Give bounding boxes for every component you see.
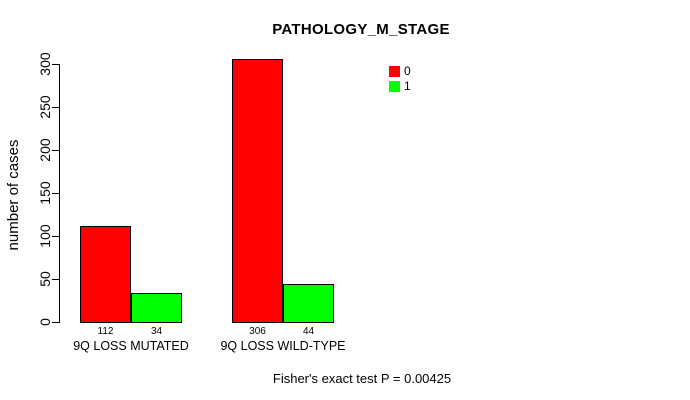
chart-title: PATHOLOGY_M_STAGE <box>272 21 450 38</box>
y-tick-label: 50 <box>37 271 53 287</box>
legend-label: 1 <box>404 78 411 93</box>
y-tick-label: 250 <box>37 95 53 119</box>
legend-swatch <box>389 66 400 77</box>
y-tick <box>52 64 59 65</box>
y-tick <box>52 107 59 108</box>
y-tick-label: 300 <box>37 52 53 76</box>
y-axis-title: number of cases <box>5 139 22 251</box>
y-tick <box>52 279 59 280</box>
bar-value-label: 44 <box>302 326 315 337</box>
legend-item: 1 <box>389 78 411 93</box>
group-label: 9Q LOSS WILD-TYPE <box>220 339 346 353</box>
y-tick-label: 200 <box>37 138 53 162</box>
annotation-text: Fisher's exact test P = 0.00425 <box>272 371 452 386</box>
y-tick <box>52 193 59 194</box>
y-tick <box>52 150 59 151</box>
bar-1-0 <box>131 293 182 323</box>
y-tick <box>52 236 59 237</box>
y-tick-label: 150 <box>37 181 53 205</box>
group-label: 9Q LOSS MUTATED <box>73 339 189 353</box>
y-tick-label: 0 <box>37 318 53 326</box>
y-tick <box>52 322 59 323</box>
y-tick-label: 100 <box>37 224 53 248</box>
bar-value-label: 112 <box>97 326 114 337</box>
legend-item: 0 <box>389 64 411 78</box>
bar-value-label: 306 <box>249 326 266 337</box>
bar-0-0 <box>80 226 131 323</box>
bar-0-1 <box>232 59 283 323</box>
legend-swatch <box>389 80 400 92</box>
legend-label: 0 <box>404 64 411 78</box>
bar-value-label: 34 <box>150 326 163 337</box>
bar-1-1 <box>283 284 334 323</box>
y-axis-line <box>59 64 60 323</box>
